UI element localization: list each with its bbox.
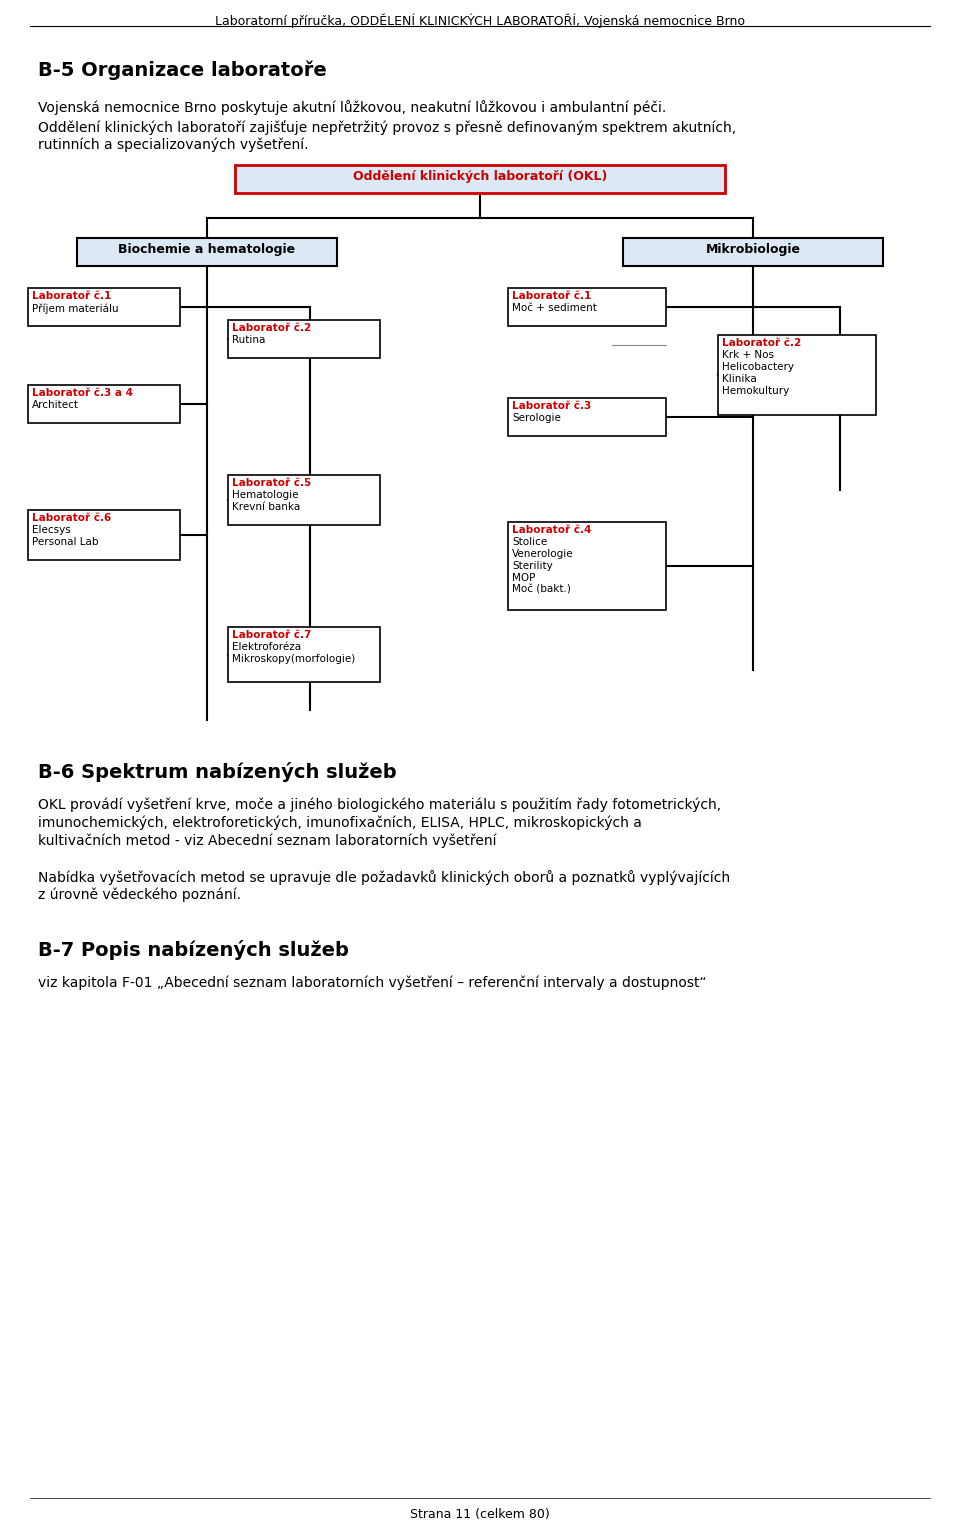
Text: Moč (bakt.): Moč (bakt.) xyxy=(512,586,571,595)
Text: Hemokultury: Hemokultury xyxy=(722,386,789,396)
Text: rutinních a specializovaných vyšetření.: rutinních a specializovaných vyšetření. xyxy=(38,137,308,152)
Text: Oddělení klinických laboratoří (OKL): Oddělení klinických laboratoří (OKL) xyxy=(353,169,607,183)
FancyBboxPatch shape xyxy=(28,384,180,422)
Text: Mikroskopy(morfologie): Mikroskopy(morfologie) xyxy=(232,654,355,663)
Text: B-5 Organizace laboratoře: B-5 Organizace laboratoře xyxy=(38,59,326,79)
Text: Rutina: Rutina xyxy=(232,336,265,345)
Text: Serologie: Serologie xyxy=(512,413,561,422)
Text: Vojenská nemocnice Brno poskytuje akutní lůžkovou, neakutní lůžkovou i ambulantn: Vojenská nemocnice Brno poskytuje akutní… xyxy=(38,101,666,114)
Text: Elektroforéza: Elektroforéza xyxy=(232,642,301,653)
Text: Moč + sediment: Moč + sediment xyxy=(512,303,597,313)
Text: Nabídka vyšetřovacích metod se upravuje dle požadavků klinických oborů a poznatk: Nabídka vyšetřovacích metod se upravuje … xyxy=(38,869,731,884)
Text: Hematologie: Hematologie xyxy=(232,490,299,500)
Text: Krk + Nos: Krk + Nos xyxy=(722,351,774,360)
FancyBboxPatch shape xyxy=(28,509,180,560)
FancyBboxPatch shape xyxy=(623,238,883,265)
FancyBboxPatch shape xyxy=(28,288,180,326)
Text: Laboratoř č.3: Laboratoř č.3 xyxy=(512,401,591,412)
Text: Krevní banka: Krevní banka xyxy=(232,502,300,512)
FancyBboxPatch shape xyxy=(508,288,666,326)
Text: MOP: MOP xyxy=(512,573,536,583)
Text: Biochemie a hematologie: Biochemie a hematologie xyxy=(118,242,296,256)
Text: Laboratorní příručka, ODDĚLENÍ KLINICKÝCH LABORATOŘÍ, Vojenská nemocnice Brno: Laboratorní příručka, ODDĚLENÍ KLINICKÝC… xyxy=(215,14,745,29)
FancyBboxPatch shape xyxy=(228,320,380,358)
FancyBboxPatch shape xyxy=(228,627,380,682)
FancyBboxPatch shape xyxy=(508,398,666,436)
Text: Strana 11 (celkem 80): Strana 11 (celkem 80) xyxy=(410,1508,550,1520)
FancyBboxPatch shape xyxy=(235,165,725,194)
Text: Elecsys: Elecsys xyxy=(32,525,71,535)
Text: Sterility: Sterility xyxy=(512,561,553,570)
FancyBboxPatch shape xyxy=(228,474,380,525)
Text: Personal Lab: Personal Lab xyxy=(32,537,99,547)
Text: Oddělení klinických laboratoří zajišťuje nepřetržitý provoz s přesně definovaným: Oddělení klinických laboratoří zajišťuje… xyxy=(38,120,736,134)
Text: viz kapitola F-01 „Abecední seznam laboratorních vyšetření – referenční interval: viz kapitola F-01 „Abecední seznam labor… xyxy=(38,976,707,991)
Text: Laboratoř č.4: Laboratoř č.4 xyxy=(512,525,591,535)
Text: Laboratoř č.3 a 4: Laboratoř č.3 a 4 xyxy=(32,387,133,398)
FancyBboxPatch shape xyxy=(77,238,337,265)
Text: Stolice: Stolice xyxy=(512,537,547,547)
Text: Venerologie: Venerologie xyxy=(512,549,574,560)
Text: Laboratoř č.1: Laboratoř č.1 xyxy=(512,291,591,300)
Text: Laboratoř č.5: Laboratoř č.5 xyxy=(232,477,311,488)
Text: Klinika: Klinika xyxy=(722,374,756,384)
Text: Laboratoř č.7: Laboratoř č.7 xyxy=(232,630,311,640)
Text: Příjem materiálu: Příjem materiálu xyxy=(32,303,119,314)
Text: kultivačních metod - viz Abecední seznam laboratorních vyšetření: kultivačních metod - viz Abecední seznam… xyxy=(38,834,496,848)
Text: OKL provádí vyšetření krve, moče a jiného biologického materiálu s použitím řady: OKL provádí vyšetření krve, moče a jinéh… xyxy=(38,798,721,813)
FancyBboxPatch shape xyxy=(508,522,666,610)
Text: B-7 Popis nabízených služeb: B-7 Popis nabízených služeb xyxy=(38,939,348,961)
Text: Helicobactery: Helicobactery xyxy=(722,361,794,372)
Text: Laboratoř č.2: Laboratoř č.2 xyxy=(232,323,311,332)
Text: Mikrobiologie: Mikrobiologie xyxy=(706,242,801,256)
Text: z úrovně vědeckého poznání.: z úrovně vědeckého poznání. xyxy=(38,888,241,903)
Text: Laboratoř č.2: Laboratoř č.2 xyxy=(722,339,802,348)
Text: Architect: Architect xyxy=(32,400,79,410)
FancyBboxPatch shape xyxy=(718,336,876,415)
Text: Laboratoř č.1: Laboratoř č.1 xyxy=(32,291,111,300)
Text: imunochemických, elektroforetických, imunofixačních, ELISA, HPLC, mikroskopickýc: imunochemických, elektroforetických, imu… xyxy=(38,816,642,831)
Text: B-6 Spektrum nabízených služeb: B-6 Spektrum nabízených služeb xyxy=(38,762,396,782)
Text: Laboratoř č.6: Laboratoř č.6 xyxy=(32,512,111,523)
